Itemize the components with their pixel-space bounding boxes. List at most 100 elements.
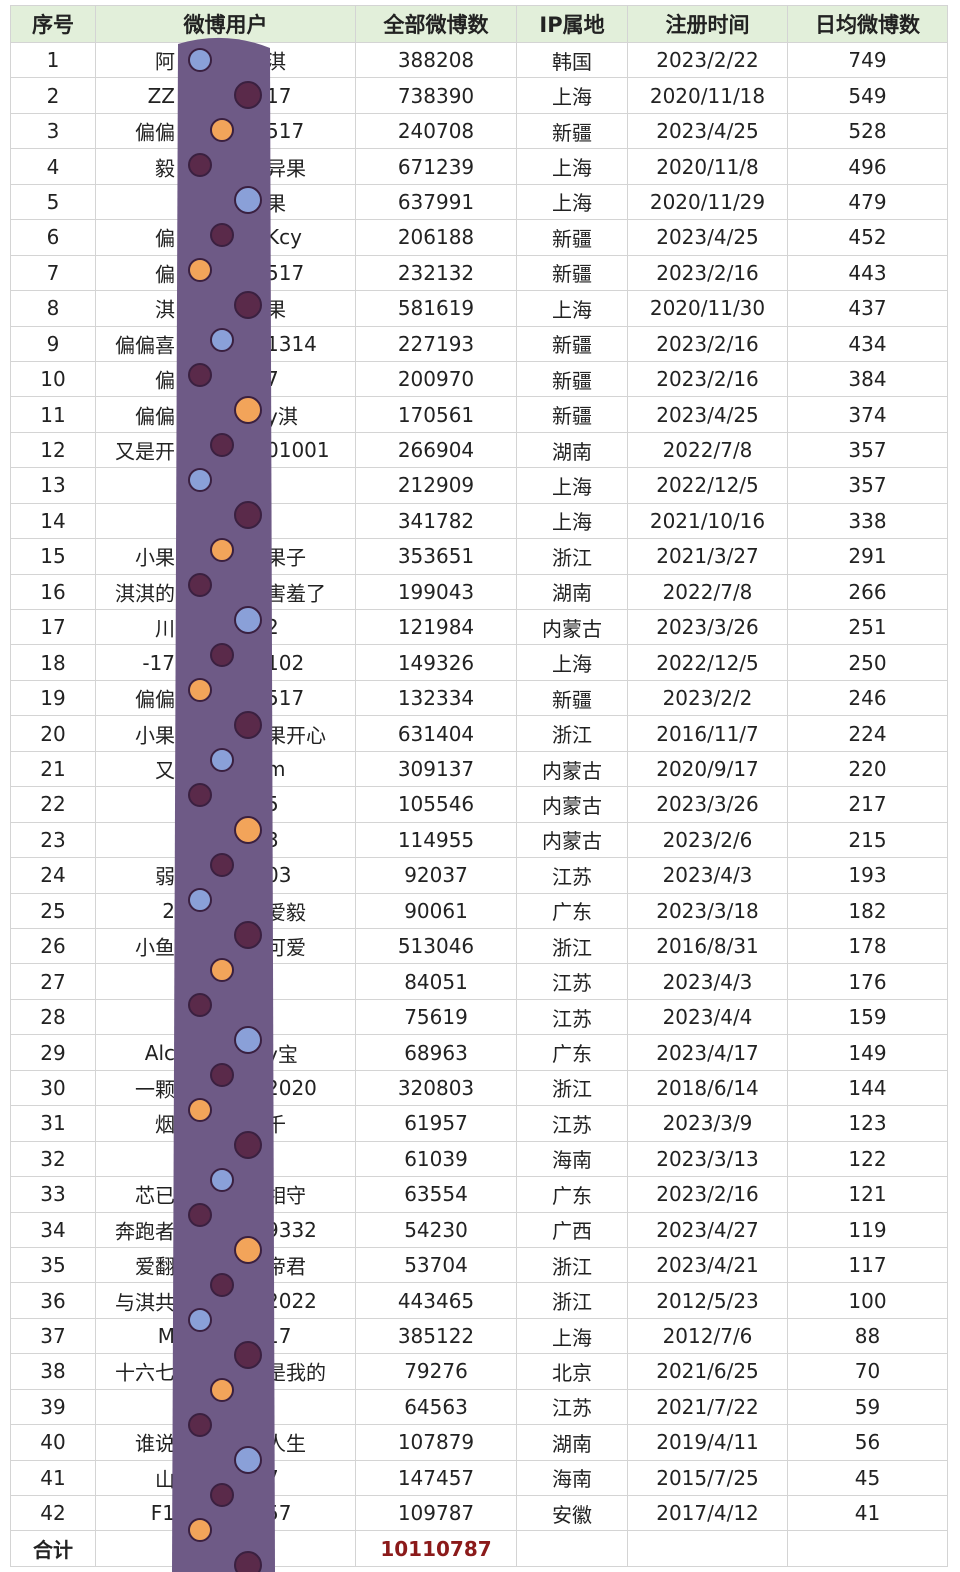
daily-posts-cell: 144	[788, 1070, 948, 1107]
sticker	[234, 396, 262, 424]
post-count-cell: 114955	[356, 822, 517, 859]
post-count-cell: 63554	[356, 1177, 517, 1213]
post-count-cell: 309137	[356, 751, 517, 788]
total-blank	[517, 1531, 628, 1568]
register-date-cell: 2016/11/7	[628, 716, 788, 752]
post-count-cell: 738390	[356, 78, 517, 114]
sticker	[234, 81, 262, 109]
header-cell: 日均微博数	[788, 5, 948, 43]
index-cell: 3	[10, 113, 96, 150]
user-fragment: Alc	[144, 1040, 175, 1065]
user-fragment: 毅	[155, 156, 175, 181]
total-blank	[788, 1531, 948, 1568]
sticker	[188, 258, 212, 282]
index-cell: 16	[10, 574, 96, 611]
ip-location-cell: 浙江	[517, 1283, 628, 1319]
daily-posts-cell: 45	[788, 1460, 948, 1497]
ip-location-cell: 上海	[517, 184, 628, 221]
ip-location-cell: 上海	[517, 1318, 628, 1355]
register-date-cell: 2020/11/30	[628, 291, 788, 327]
ip-location-cell: 海南	[517, 1141, 628, 1178]
ip-location-cell: 上海	[517, 468, 628, 504]
post-count-cell: 170561	[356, 397, 517, 433]
register-date-cell: 2023/4/3	[628, 858, 788, 894]
register-date-cell: 2021/6/25	[628, 1354, 788, 1390]
user-fragment: 1314	[266, 331, 317, 356]
post-count-cell: 105546	[356, 787, 517, 823]
daily-posts-cell: 182	[788, 893, 948, 929]
daily-posts-cell: 291	[788, 539, 948, 575]
sticker	[234, 1551, 262, 1572]
ip-location-cell: 江苏	[517, 999, 628, 1036]
ip-location-cell: 新疆	[517, 255, 628, 292]
daily-posts-cell: 56	[788, 1425, 948, 1461]
index-cell: 23	[10, 822, 96, 859]
index-cell: 14	[10, 503, 96, 540]
daily-posts-cell: 528	[788, 113, 948, 150]
register-date-cell: 2020/11/8	[628, 149, 788, 185]
sticker	[234, 606, 262, 634]
index-cell: 9	[10, 326, 96, 362]
sticker	[210, 1273, 234, 1297]
daily-posts-cell: 452	[788, 220, 948, 256]
sticker	[188, 1203, 212, 1227]
ip-location-cell: 江苏	[517, 964, 628, 1000]
index-cell: 36	[10, 1283, 96, 1319]
post-count-cell: 79276	[356, 1354, 517, 1390]
sticker	[210, 853, 234, 877]
sticker	[210, 1378, 234, 1402]
ip-location-cell: 广东	[517, 1035, 628, 1071]
ip-location-cell: 浙江	[517, 716, 628, 752]
register-date-cell: 2020/11/29	[628, 184, 788, 221]
sticker	[234, 1236, 262, 1264]
index-cell: 22	[10, 787, 96, 823]
index-cell: 28	[10, 999, 96, 1036]
sticker	[210, 643, 234, 667]
user-fragment: 果	[266, 297, 286, 322]
index-cell: 17	[10, 610, 96, 646]
index-cell: 32	[10, 1141, 96, 1178]
sticker	[234, 1026, 262, 1054]
ip-location-cell: 上海	[517, 291, 628, 327]
user-fragment: 果子	[266, 545, 306, 570]
sticker	[234, 1341, 262, 1369]
post-count-cell: 671239	[356, 149, 517, 185]
register-date-cell: 2012/7/6	[628, 1318, 788, 1355]
sticker	[210, 328, 234, 352]
daily-posts-cell: 384	[788, 361, 948, 398]
post-count-cell: 199043	[356, 574, 517, 611]
register-date-cell: 2023/2/2	[628, 680, 788, 717]
register-date-cell: 2023/4/25	[628, 113, 788, 150]
header-cell: 序号	[10, 5, 96, 43]
post-count-cell: 206188	[356, 220, 517, 256]
sticker	[234, 921, 262, 949]
ip-location-cell: 浙江	[517, 929, 628, 965]
post-count-cell: 341782	[356, 503, 517, 540]
register-date-cell: 2023/4/27	[628, 1212, 788, 1248]
register-date-cell: 2023/4/17	[628, 1035, 788, 1071]
user-fragment: 川	[155, 616, 175, 641]
post-count-cell: 637991	[356, 184, 517, 221]
register-date-cell: 2021/10/16	[628, 503, 788, 540]
daily-posts-cell: 41	[788, 1496, 948, 1532]
index-cell: 2	[10, 78, 96, 114]
user-fragment: 517	[266, 686, 305, 711]
user-fragment: 山	[155, 1467, 175, 1492]
post-count-cell: 92037	[356, 858, 517, 894]
total-label: 合计	[10, 1531, 96, 1568]
user-fragment: 芯已	[135, 1183, 175, 1208]
post-count-cell: 240708	[356, 113, 517, 150]
sticker	[210, 1483, 234, 1507]
user-fragment: 烟	[155, 1112, 175, 1137]
user-fragment: 偏偏	[135, 687, 175, 712]
sticker	[234, 291, 262, 319]
ip-location-cell: 上海	[517, 645, 628, 681]
user-fragment: 偏偏	[135, 120, 175, 145]
ip-location-cell: 新疆	[517, 680, 628, 717]
register-date-cell: 2021/3/27	[628, 539, 788, 575]
daily-posts-cell: 374	[788, 397, 948, 433]
ip-location-cell: 内蒙古	[517, 787, 628, 823]
daily-posts-cell: 193	[788, 858, 948, 894]
daily-posts-cell: 246	[788, 680, 948, 717]
